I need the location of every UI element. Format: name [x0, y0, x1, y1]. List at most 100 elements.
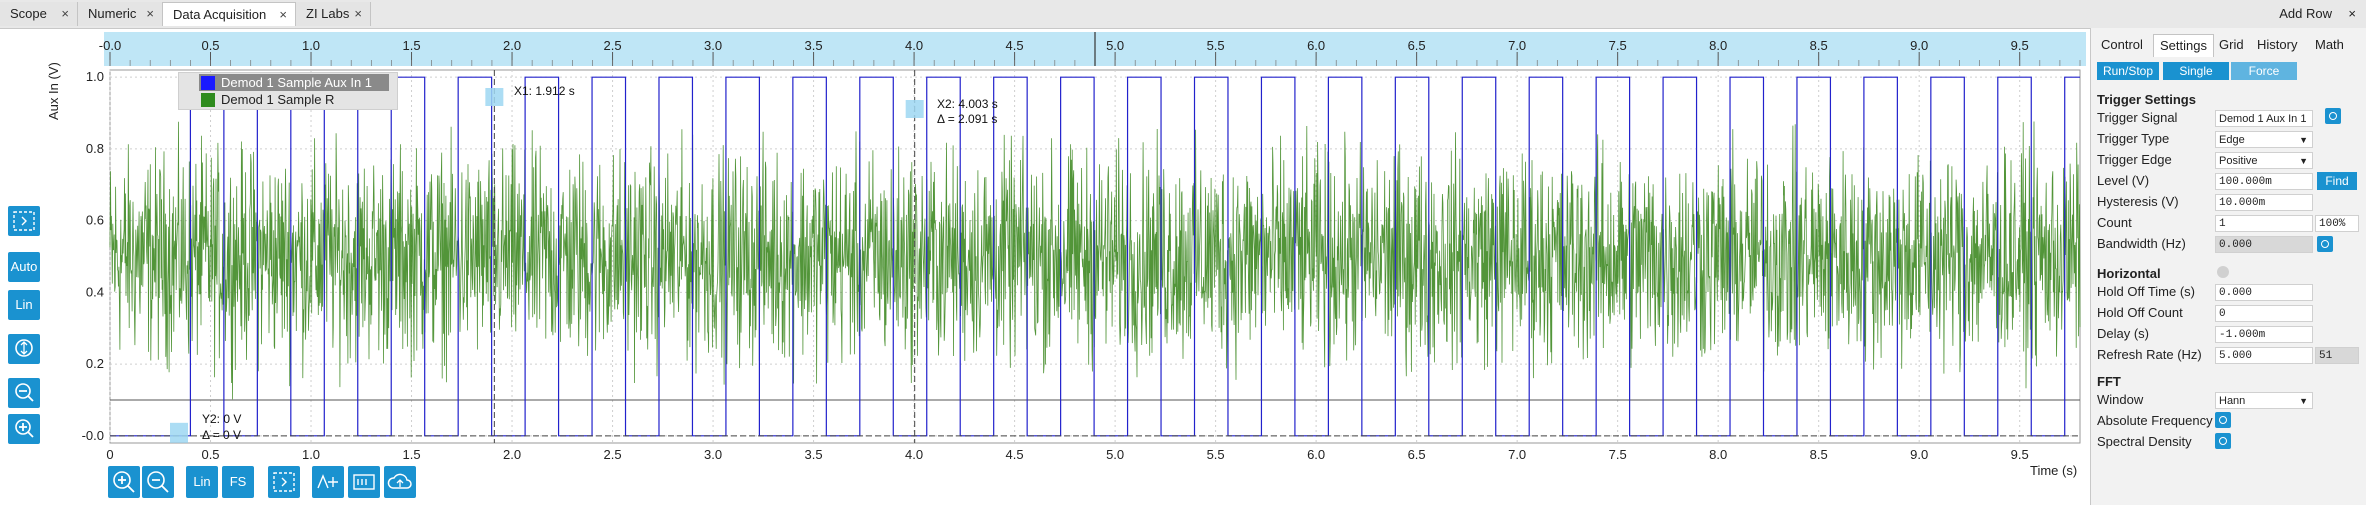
delay-field[interactable]: -1.000m [2215, 326, 2313, 343]
bottom-tick-label: 3.0 [704, 447, 722, 462]
bottom-tick-label: 8.5 [1810, 447, 1828, 462]
tab-data-acquisition[interactable]: Data Acquisition × [163, 2, 296, 26]
legend-label: Demod 1 Sample R [221, 92, 335, 107]
run-stop-button[interactable]: Run/Stop [2097, 62, 2159, 80]
lin-scale-button[interactable]: Lin [8, 290, 40, 320]
tab-history[interactable]: History [2257, 37, 2298, 52]
y-tick-label: 0.8 [86, 141, 104, 156]
cursor-tool-button[interactable] [8, 206, 40, 236]
refresh-rate-readout: 51 [2315, 347, 2359, 364]
legend[interactable]: Demod 1 Sample Aux In 1 Demod 1 Sample R [178, 72, 398, 110]
delay-label: Delay (s) [2097, 326, 2150, 341]
top-tick-label: 3.5 [805, 38, 823, 53]
zoom-fit-icon [15, 339, 33, 357]
fft-heading: FFT [2097, 374, 2121, 389]
cursor-delta-x-label: Δ = 2.091 s [937, 112, 998, 126]
chevron-down-icon: ▼ [2299, 135, 2308, 145]
cursor-icon [13, 211, 35, 231]
tab-math[interactable]: Math [2315, 37, 2344, 52]
series-aux-in-line [110, 76, 2080, 437]
cloud-icon [387, 473, 412, 489]
horizontal-heading: Horizontal [2097, 266, 2161, 281]
trigger-signal-select[interactable]: Demod 1 Aux In 1 [2215, 110, 2313, 127]
cursor-y2-label: Y2: 0 V [202, 412, 242, 426]
bottom-tick-label: 2.0 [503, 447, 521, 462]
bottom-tick-label: 9.0 [1910, 447, 1928, 462]
bandwidth-toggle-icon[interactable] [2317, 236, 2333, 252]
bottom-tick-label: 1.0 [302, 447, 320, 462]
zoom-in-icon [15, 419, 34, 438]
add-row-button[interactable]: Add Row [2279, 6, 2332, 21]
zoom-in-vertical-button[interactable] [8, 414, 40, 444]
spectral-density-label: Spectral Density [2097, 434, 2192, 449]
force-button[interactable]: Force [2231, 62, 2297, 80]
cursor-horizontal-button[interactable] [268, 466, 300, 498]
trigger-edge-select[interactable]: Positive ▼ [2215, 152, 2313, 169]
tab-zi-labs[interactable]: ZI Labs × [296, 2, 371, 26]
level-field[interactable]: 100.000m [2215, 173, 2313, 190]
spectral-density-toggle[interactable] [2215, 433, 2231, 449]
top-tick-label: 8.0 [1709, 38, 1727, 53]
single-button[interactable]: Single [2163, 62, 2229, 80]
close-icon[interactable]: × [61, 6, 69, 21]
count-percent-field[interactable]: 100% [2315, 215, 2359, 232]
close-icon[interactable]: × [354, 6, 362, 21]
cursor-icon [273, 472, 295, 492]
trigger-edge-value: Positive [2219, 155, 2258, 167]
bottom-tick-label: 1.5 [402, 447, 420, 462]
full-scale-button[interactable]: FS [222, 466, 254, 498]
top-tick-label: 8.5 [1810, 38, 1828, 53]
hold-off-time-field[interactable]: 0.000 [2215, 284, 2313, 301]
window-select[interactable]: Hann ▼ [2215, 392, 2313, 409]
find-button[interactable]: Find [2317, 172, 2357, 190]
count-field[interactable]: 1 [2215, 215, 2313, 232]
trigger-signal-value: Demod 1 Aux In 1 [2219, 113, 2307, 125]
tab-settings[interactable]: Settings [2153, 34, 2214, 57]
close-icon[interactable]: × [279, 7, 287, 22]
tab-bar: Scope × Numeric × Data Acquisition × ZI Lab… [0, 0, 2366, 29]
export-button[interactable] [348, 466, 380, 498]
legend-item[interactable]: Demod 1 Sample R [199, 91, 334, 108]
zoom-out-horizontal-button[interactable] [142, 466, 174, 498]
tab-grid[interactable]: Grid [2219, 37, 2244, 52]
tab-control[interactable]: Control [2101, 37, 2143, 52]
y-tick-label: 0.2 [86, 356, 104, 371]
fit-vertical-button[interactable] [8, 334, 40, 364]
trigger-type-label: Trigger Type [2097, 131, 2170, 146]
math-button[interactable] [312, 466, 344, 498]
top-tick-label: 3.0 [704, 38, 722, 53]
top-tick-label: -0.0 [99, 38, 121, 53]
plot-area[interactable]: -0.000.50.51.01.01.51.52.02.02.52.53.03.… [0, 28, 2090, 498]
legend-label: Demod 1 Sample Aux In 1 [221, 75, 373, 90]
chevron-down-icon: ▼ [2299, 156, 2308, 166]
tab-numeric[interactable]: Numeric × [78, 2, 163, 26]
zoom-out-vertical-button[interactable] [8, 378, 40, 408]
window-value: Hann [2219, 395, 2246, 407]
bottom-tick-label: 0 [106, 447, 113, 462]
bandwidth-field[interactable]: 0.000 [2215, 236, 2313, 253]
cursor-delta-y-label: Δ = 0 V [202, 428, 242, 442]
chevron-down-icon: ▼ [2299, 396, 2308, 406]
x-axis-label: Time (s) [2030, 463, 2078, 478]
lin-horizontal-button[interactable]: Lin [186, 466, 218, 498]
bottom-tick-label: 2.5 [604, 447, 622, 462]
trigger-type-select[interactable]: Edge ▼ [2215, 131, 2313, 148]
signal-tree-icon[interactable] [2325, 108, 2341, 124]
bottom-tick-label: 7.5 [1609, 447, 1627, 462]
tab-scope[interactable]: Scope × [0, 2, 78, 26]
bottom-tick-label: 7.0 [1508, 447, 1526, 462]
hysteresis-field[interactable]: 10.000m [2215, 194, 2313, 211]
zoom-in-horizontal-button[interactable] [108, 466, 140, 498]
refresh-rate-field[interactable]: 5.000 [2215, 347, 2313, 364]
window-label: Window [2097, 392, 2144, 407]
cloud-button[interactable] [384, 466, 416, 498]
close-icon[interactable]: × [146, 6, 154, 21]
y-tick-label: -0.0 [82, 428, 104, 443]
cursor-x1-label: X1: 1.912 s [514, 84, 575, 98]
legend-item[interactable]: Demod 1 Sample Aux In 1 [199, 74, 389, 91]
top-tick-label: 6.0 [1307, 38, 1325, 53]
auto-scale-button[interactable]: Auto [8, 252, 40, 282]
absolute-frequency-toggle[interactable] [2215, 412, 2231, 428]
hold-off-count-field[interactable]: 0 [2215, 305, 2313, 322]
close-icon[interactable]: × [2348, 6, 2356, 21]
